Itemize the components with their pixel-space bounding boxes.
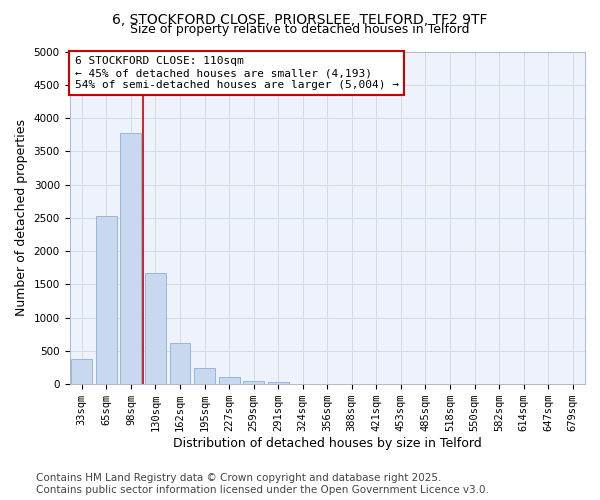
Bar	[170, 343, 190, 384]
Bar	[194, 368, 215, 384]
Y-axis label: Number of detached properties: Number of detached properties	[15, 120, 28, 316]
Bar	[96, 216, 117, 384]
Text: 6, STOCKFORD CLOSE, PRIORSLEE, TELFORD, TF2 9TF: 6, STOCKFORD CLOSE, PRIORSLEE, TELFORD, …	[112, 12, 488, 26]
Text: Contains HM Land Registry data © Crown copyright and database right 2025.
Contai: Contains HM Land Registry data © Crown c…	[36, 474, 489, 495]
Bar	[121, 132, 142, 384]
Bar	[243, 380, 264, 384]
Bar	[218, 377, 239, 384]
X-axis label: Distribution of detached houses by size in Telford: Distribution of detached houses by size …	[173, 437, 482, 450]
Bar	[145, 273, 166, 384]
Bar	[71, 359, 92, 384]
Text: Size of property relative to detached houses in Telford: Size of property relative to detached ho…	[130, 22, 470, 36]
Text: 6 STOCKFORD CLOSE: 110sqm
← 45% of detached houses are smaller (4,193)
54% of se: 6 STOCKFORD CLOSE: 110sqm ← 45% of detac…	[74, 56, 398, 90]
Bar	[268, 382, 289, 384]
